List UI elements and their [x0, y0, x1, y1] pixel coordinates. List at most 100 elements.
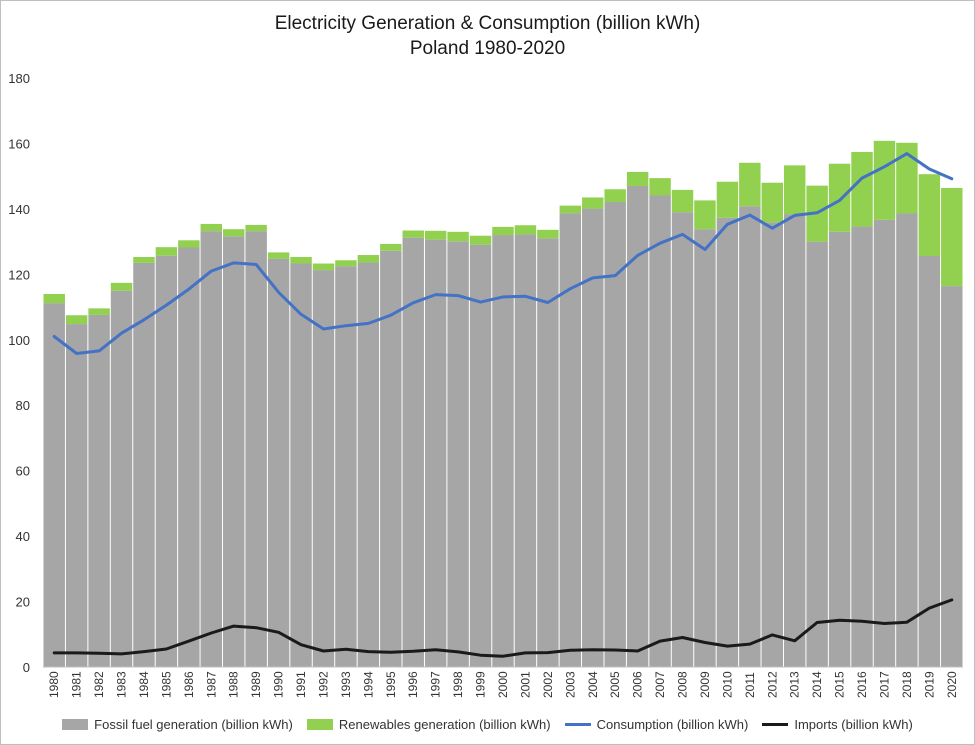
fossil-bar [761, 222, 783, 667]
renewables-bar [559, 205, 582, 214]
renewables-bar [65, 315, 88, 325]
x-tick-label: 1982 [92, 671, 106, 698]
x-tick-label: 1993 [339, 671, 353, 698]
fossil-bar [469, 244, 492, 667]
renewables-bar [783, 165, 806, 215]
x-tick-label: 2000 [496, 671, 510, 698]
renewables-bar [200, 223, 223, 232]
renewables-bar [492, 226, 514, 236]
fossil-bar [537, 238, 559, 668]
x-tick-label: 1994 [361, 671, 375, 698]
consumption-line [52, 152, 954, 355]
renewables-bar [155, 247, 178, 256]
fossil-bar [671, 212, 694, 667]
x-tick-label: 1986 [182, 671, 196, 698]
renewables-bar [290, 256, 312, 264]
legend-item: Fossil fuel generation (billion kWh) [62, 717, 293, 732]
fossil-bar [873, 219, 896, 667]
renewables-bar [873, 140, 896, 220]
fossil-bar [582, 208, 604, 668]
y-tick-label: 80 [16, 398, 30, 413]
x-tick-label: 1995 [384, 671, 398, 698]
fossil-bar [245, 231, 267, 667]
renewables-bar [514, 225, 537, 235]
renewables-bar [43, 293, 65, 304]
x-tick-label: 2017 [877, 671, 891, 698]
fossil-bar [424, 239, 447, 668]
fossil-bar [357, 262, 380, 667]
fossil-bar [290, 263, 312, 667]
renewables-bar [133, 256, 155, 263]
fossil-bar [402, 237, 424, 667]
renewables-bar [761, 182, 783, 223]
fossil-bar [200, 231, 223, 667]
x-tick-label: 1988 [227, 671, 241, 698]
fossil-bar [716, 217, 739, 668]
x-tick-label: 2019 [922, 671, 936, 698]
renewables-bar [335, 260, 357, 267]
fossil-bar [88, 314, 110, 667]
y-tick-label: 100 [8, 333, 30, 348]
legend-label: Consumption (billion kWh) [596, 717, 749, 732]
renewables-bar [88, 308, 110, 315]
legend-item: Imports (billion kWh) [762, 717, 913, 732]
fossil-bar [267, 258, 290, 667]
chart-legend: Fossil fuel generation (billion kWh) Rene… [1, 717, 974, 732]
fossil-bar [65, 324, 88, 667]
fossil-bar [918, 256, 941, 667]
fossil-bar [133, 262, 155, 667]
x-tick-label: 2004 [586, 671, 600, 698]
renewables-bar [941, 187, 963, 287]
fossil-bar [851, 226, 873, 667]
chart-subtitle: Poland 1980-2020 [409, 38, 566, 59]
fossil-bar [896, 213, 918, 667]
y-tick-label: 120 [8, 267, 30, 282]
x-tick-label: 1991 [294, 671, 308, 698]
renewables-bar [469, 235, 492, 245]
renewables-bar [828, 163, 851, 232]
renewables-bar [312, 263, 335, 271]
x-tick-label: 1981 [70, 671, 84, 698]
fossil-bar [828, 231, 851, 668]
x-tick-label: 2006 [631, 671, 645, 698]
legend-item: Renewables generation (billion kWh) [306, 717, 551, 732]
y-tick-label: 160 [8, 136, 30, 151]
legend-swatch [306, 719, 333, 730]
y-tick-label: 0 [23, 660, 30, 675]
renewables-bar [716, 181, 739, 218]
fossil-bar [783, 214, 806, 667]
fossil-bar [447, 241, 469, 668]
x-tick-label: 1997 [429, 671, 443, 698]
legend-item: Consumption (billion kWh) [564, 717, 749, 732]
x-tick-label: 1987 [204, 671, 218, 698]
x-tick-label: 1998 [451, 671, 465, 698]
x-tick-label: 2008 [676, 671, 690, 698]
x-tick-label: 2009 [698, 671, 712, 698]
fossil-bar [312, 270, 335, 667]
fossil-bar [626, 185, 649, 667]
imports-line [52, 598, 954, 658]
x-tick-label: 1989 [249, 671, 263, 698]
fossil-bar [514, 234, 537, 667]
y-tick-label: 20 [16, 595, 30, 610]
renewables-bar [694, 200, 716, 230]
x-tick-label: 2018 [900, 671, 914, 698]
x-tick-label: 2010 [720, 671, 734, 698]
renewables-bar [739, 162, 761, 207]
x-tick-label: 1980 [47, 671, 61, 698]
renewables-bar [582, 197, 604, 209]
fossil-bar [492, 235, 514, 668]
fossil-bar [380, 250, 402, 668]
fossil-bar [559, 213, 582, 668]
legend-swatch [762, 723, 789, 726]
renewables-bar [267, 252, 290, 259]
fossil-bar [694, 229, 716, 667]
renewables-bar [918, 174, 941, 257]
x-tick-label: 2014 [810, 671, 824, 698]
chart-title: Electricity Generation & Consumption (bi… [274, 13, 701, 34]
x-tick-label: 1996 [406, 671, 420, 698]
x-tick-label: 1999 [474, 671, 488, 698]
renewables-bar [537, 229, 559, 239]
x-tick-label: 2013 [788, 671, 802, 698]
fossil-bar [806, 241, 828, 667]
